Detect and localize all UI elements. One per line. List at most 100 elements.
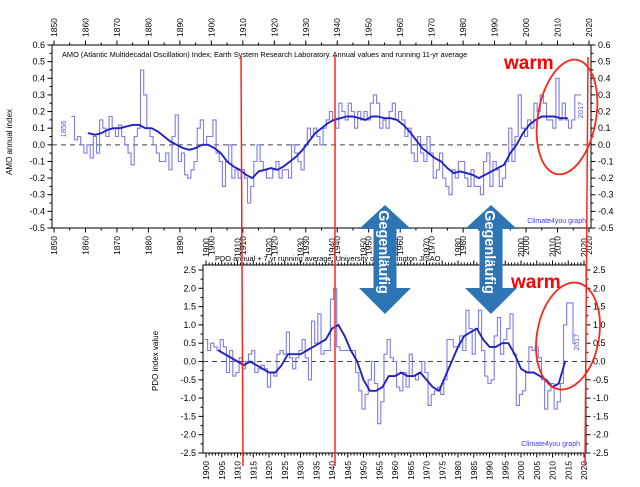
y-tick-label-right: -1.5 <box>593 411 609 421</box>
x-tick-label-bottom: 1990 <box>485 461 495 480</box>
y-tick-label-left: 0.5 <box>32 57 45 67</box>
x-tick-label-bottom: 1930 <box>301 236 311 255</box>
y-tick-label-left: -2.5 <box>180 448 196 458</box>
x-tick-label-top: 2000 <box>521 18 531 37</box>
x-tick-label-bottom: 1950 <box>364 236 374 255</box>
x-tick-label-bottom: 2015 <box>563 461 573 480</box>
x-tick-label-bottom: 1975 <box>437 461 447 480</box>
x-tick-label-top: 1980 <box>458 18 468 37</box>
y-tick-label-right: 0.6 <box>598 40 611 50</box>
x-tick-label-bottom: 1920 <box>269 236 279 255</box>
x-tick-label-top: 1850 <box>49 18 59 37</box>
x-tick-label-top: 1860 <box>80 18 90 37</box>
x-tick-label-bottom: 1980 <box>453 461 463 480</box>
x-tick-label-top: 1920 <box>269 18 279 37</box>
y-tick-label-left: -0.1 <box>29 156 45 166</box>
x-tick-label-bottom: 1980 <box>458 236 468 255</box>
y-tick-label-left: -0.3 <box>29 190 45 200</box>
watermark: Climate4you graph <box>527 218 586 225</box>
y-tick-label-right: 1.5 <box>593 302 606 312</box>
y-tick-label-left: 2.0 <box>183 283 196 293</box>
annotation-layer: Gegenläufig Gegenläufig warm warm <box>240 53 601 467</box>
y-tick-label-left: -1.0 <box>180 393 196 403</box>
x-tick-label-bottom: 2000 <box>521 236 531 255</box>
y-tick-label-left: 0.3 <box>32 90 45 100</box>
x-tick-label-top: 1880 <box>143 18 153 37</box>
y-axis-title: PDO index value <box>151 330 160 391</box>
x-tick-label-bottom: 1900 <box>206 236 216 255</box>
y-tick-label-left: -1.5 <box>180 411 196 421</box>
y-tick-label-left: -0.5 <box>29 223 45 233</box>
y-axis-title: AMO annual index <box>5 109 14 175</box>
y-tick-label-left: 1.0 <box>183 320 196 330</box>
last-year-note: 2017 <box>572 334 581 351</box>
warm-ellipse-amo <box>535 58 599 176</box>
x-tick-label-bottom: 1970 <box>427 236 437 255</box>
annual-series-line <box>71 69 582 204</box>
counter-arrow-label: Gegenläufig <box>375 210 391 294</box>
y-tick-label-right: -0.1 <box>598 156 614 166</box>
y-tick-label-right: -1.0 <box>593 393 609 403</box>
x-tick-label-top: 2020 <box>584 18 594 37</box>
x-tick-label-bottom: 1995 <box>500 461 510 480</box>
running-mean-line <box>87 115 568 180</box>
x-tick-label-bottom: 1920 <box>264 461 274 480</box>
x-tick-label-top: 1970 <box>427 18 437 37</box>
y-tick-label-left: -0.4 <box>29 206 45 216</box>
x-tick-label-top: 1910 <box>238 18 248 37</box>
y-tick-label-left: 2.5 <box>183 265 196 275</box>
warm-ellipse-pdo <box>535 281 601 391</box>
y-tick-label-right: -0.5 <box>598 223 614 233</box>
x-tick-label-top: 1870 <box>112 18 122 37</box>
y-tick-label-left: 0.0 <box>183 357 196 367</box>
x-tick-label-bottom: 1910 <box>238 236 248 255</box>
y-tick-label-left: 0.6 <box>32 40 45 50</box>
warm-label-amo: warm <box>503 53 554 74</box>
y-tick-label-right: -2.5 <box>593 448 609 458</box>
first-year-note: 1856 <box>59 121 68 138</box>
regime-shift-line-1910 <box>240 55 244 467</box>
regime-shift-line-2020 <box>584 56 589 467</box>
y-tick-label-right: -0.5 <box>593 375 609 385</box>
y-tick-label-left: 0.5 <box>183 338 196 348</box>
chart-title: PDO annual + 7 yr running average; Unive… <box>215 254 441 263</box>
x-tick-label-top: 1990 <box>490 18 500 37</box>
x-tick-label-bottom: 1850 <box>49 236 59 255</box>
x-tick-label-top: 2020 <box>579 238 589 257</box>
x-tick-label-bottom: 2005 <box>532 461 542 480</box>
x-tick-label-bottom: 1960 <box>395 236 405 255</box>
x-tick-label-top: 1920 <box>264 238 274 257</box>
x-tick-label-bottom: 1890 <box>175 236 185 255</box>
y-tick-label-right: -0.3 <box>598 190 614 200</box>
x-tick-label-bottom: 1935 <box>311 461 321 480</box>
x-tick-label-bottom: 2020 <box>579 461 589 480</box>
x-tick-label-bottom: 2010 <box>553 236 563 255</box>
y-tick-label-left: 0.2 <box>32 107 45 117</box>
y-tick-label-right: 0.2 <box>598 107 611 117</box>
x-tick-label-bottom: 2020 <box>584 236 594 255</box>
x-tick-label-top: 1900 <box>201 238 211 257</box>
x-tick-label-bottom: 1930 <box>296 461 306 480</box>
x-tick-label-bottom: 1910 <box>233 461 243 480</box>
y-tick-label-right: -0.4 <box>598 206 614 216</box>
x-tick-label-bottom: 1965 <box>406 461 416 480</box>
x-tick-label-top: 1890 <box>175 18 185 37</box>
x-tick-label-top: 1930 <box>296 238 306 257</box>
x-tick-label-top: 2010 <box>553 18 563 37</box>
x-tick-label-top: 2000 <box>516 238 526 257</box>
x-tick-label-top: 1950 <box>364 18 374 37</box>
x-tick-label-bottom: 1925 <box>280 461 290 480</box>
y-tick-label-right: 0.4 <box>598 73 611 83</box>
x-tick-label-top: 2010 <box>548 238 558 257</box>
y-tick-label-left: -2.0 <box>180 430 196 440</box>
counter-arrow-1: Gegenläufig <box>359 205 411 314</box>
y-tick-label-right: -0.2 <box>598 173 614 183</box>
x-tick-label-bottom: 1940 <box>327 461 337 480</box>
x-tick-label-bottom: 1970 <box>422 461 432 480</box>
x-tick-label-bottom: 2000 <box>516 461 526 480</box>
x-tick-label-top: 1910 <box>233 238 243 257</box>
y-tick-label-right: -2.0 <box>593 430 609 440</box>
y-tick-label-right: 0.0 <box>593 357 606 367</box>
x-tick-label-bottom: 1915 <box>248 461 258 480</box>
